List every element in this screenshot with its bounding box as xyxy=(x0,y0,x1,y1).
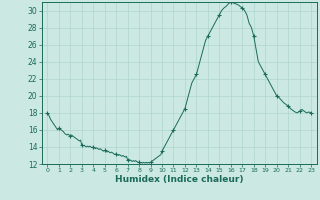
X-axis label: Humidex (Indice chaleur): Humidex (Indice chaleur) xyxy=(115,175,244,184)
